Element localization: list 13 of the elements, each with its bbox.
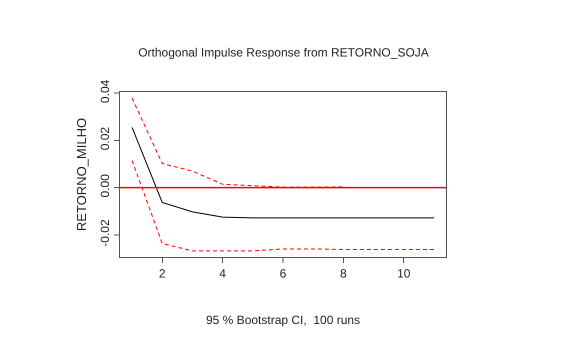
- text: 95 % Bootstrap CI, 100 runs: [206, 313, 360, 327]
- y-tick-label: -0.02: [98, 219, 112, 247]
- y-tick-label: 0.04: [98, 79, 112, 104]
- x-tick-label: 10: [397, 266, 411, 280]
- x-tick-label: 6: [280, 266, 287, 280]
- line-series: [132, 126, 434, 218]
- y-tick-label: 0.00: [98, 174, 112, 198]
- x-tick-label: 4: [219, 266, 226, 280]
- y-tick-label: 0.02: [98, 126, 112, 150]
- x-tick-label: 8: [340, 266, 348, 280]
- x-tick-label: 2: [158, 266, 166, 280]
- y-axis-title: RETORNO_MILHO: [74, 118, 90, 232]
- chart-title: Orthogonal Impulse Response from RETORNO_SOJA: [138, 45, 429, 60]
